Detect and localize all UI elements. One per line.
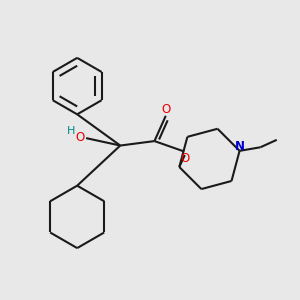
Text: H: H xyxy=(67,126,75,136)
Text: N: N xyxy=(235,140,244,153)
Text: O: O xyxy=(161,103,170,116)
Text: O: O xyxy=(76,131,85,144)
Text: O: O xyxy=(180,152,190,164)
